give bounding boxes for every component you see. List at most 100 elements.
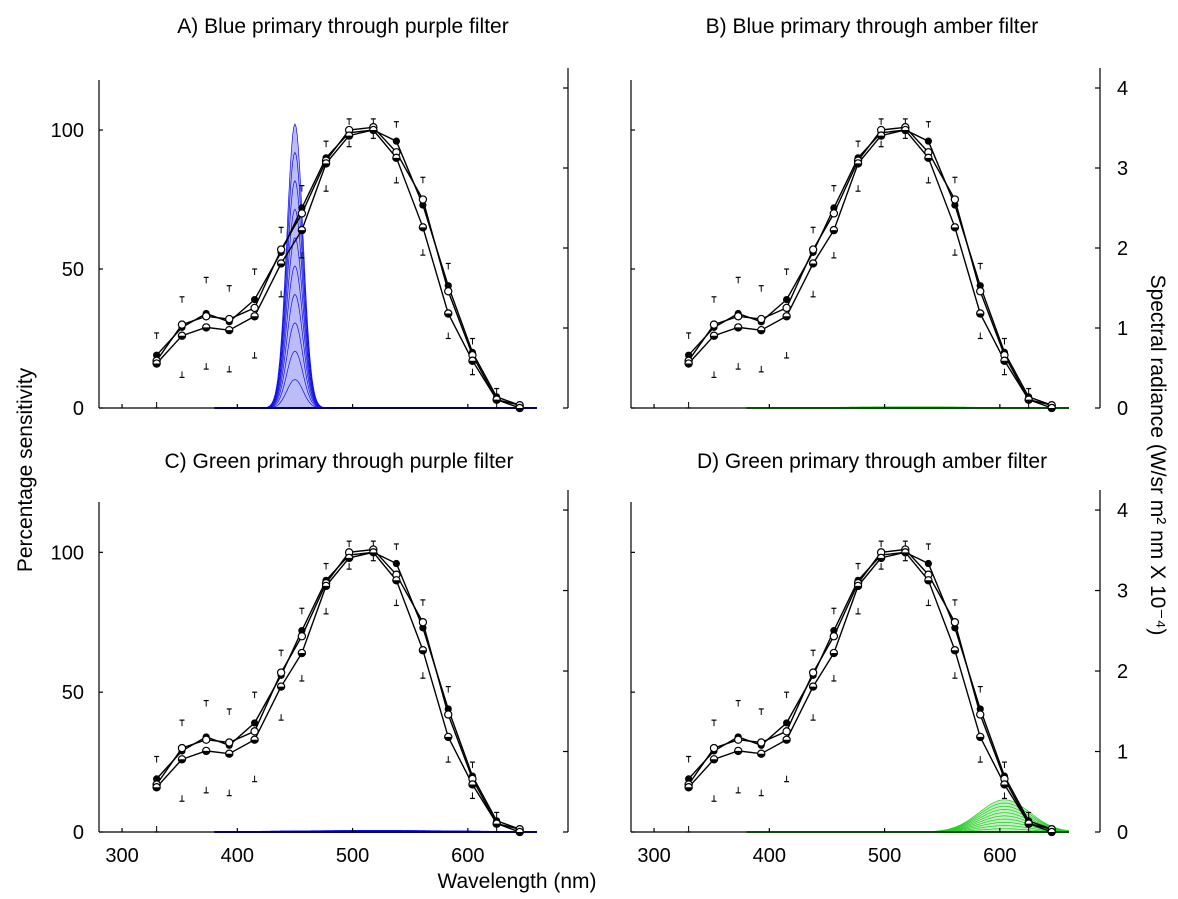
data-point-half [1000,360,1009,365]
data-point-half [710,335,718,340]
data-point-half [468,784,477,789]
data-point [808,668,818,677]
data-point-half [493,399,501,404]
data-point-half [468,360,477,365]
data-point [276,245,286,254]
data-point-half [1000,784,1009,789]
x-tick-label: 300 [105,845,138,867]
series-line [156,129,520,406]
data-point [444,287,453,296]
series-line [156,548,520,830]
y2-tick-label: 4 [1117,500,1128,522]
data-point-half [901,130,909,134]
data-point-half [516,832,524,836]
data-point [201,312,211,321]
data-point-half [225,330,233,334]
data-point [808,245,818,254]
data-point-half [392,157,400,162]
data-point-half [976,313,984,318]
spectrum-contour [214,123,537,409]
series-line [688,548,1052,830]
data-point-half [951,650,959,654]
data-point-half [493,823,501,828]
data-point-half [1025,823,1033,828]
data-point-half [202,327,210,331]
y2-tick-label: 3 [1117,581,1128,603]
data-point-half [298,653,306,657]
data-point [177,320,187,329]
series-line [688,129,1052,406]
data-point-half [419,227,427,231]
data-point [924,559,932,568]
data-point-half [854,163,862,167]
data-point [950,195,960,204]
y2-tick-label: 0 [1117,398,1128,420]
series-line [688,551,1052,833]
data-point [250,303,259,313]
data-point-half [178,759,186,763]
series-line [156,551,520,830]
x-tick-label: 400 [221,845,254,867]
data-point-half [153,363,161,368]
data-point [757,314,766,324]
data-point-half [830,653,838,657]
data-point [392,559,400,568]
data-point [297,209,307,218]
data-point-half [1025,399,1033,404]
data-point-half [516,408,524,412]
data-point [276,668,286,677]
data-point [829,209,839,218]
data-point [251,295,259,304]
data-point-half [444,313,452,318]
data-point [297,632,307,641]
data-point-half [369,552,377,556]
data-point-half [734,750,742,755]
data-point [976,287,985,296]
data-point-half [951,227,959,231]
data-point-half [322,163,330,167]
panel-title: C) Green primary through purple filter [165,450,514,473]
data-point-half [369,130,377,134]
spectrum-contour [214,350,537,409]
panel-title: A) Blue primary through purple filter [177,15,508,38]
spectrum-contour [214,151,537,409]
data-point-half [757,330,765,334]
data-point-half [734,327,742,331]
y-axis-label: Percentage sensitivity [14,367,37,572]
data-point [177,743,187,753]
panel-b: B) Blue primary through amber filter 0 1 2… [630,15,1128,420]
data-point-half [444,736,452,741]
y2-tick-label: 2 [1117,661,1128,683]
data-point [709,320,719,329]
data-point [757,738,766,747]
data-point [250,727,259,736]
data-point-half [924,157,932,162]
spectrum-area [214,124,538,408]
data-point-half [1048,832,1056,836]
x-axis-label: Wavelength (nm) [437,870,596,893]
data-point-half [1048,408,1056,412]
data-point-half [345,135,353,140]
panel-title: B) Blue primary through amber filter [706,15,1039,38]
y-tick-label: 100 [51,542,84,564]
spectrum-contour [214,208,537,409]
x-tick-label: 600 [451,845,484,867]
panel-title: D) Green primary through amber filter [697,450,1047,473]
data-point-half [277,263,285,268]
data-point [782,727,791,736]
y2-tick-label: 1 [1117,318,1128,340]
x-tick-label: 500 [868,845,901,867]
data-point [709,743,719,753]
data-point-half [710,759,718,763]
data-point-half [924,580,932,584]
data-point-half [251,739,259,744]
series-line [156,126,520,406]
data-point-half [298,230,306,234]
data-point-half [877,135,885,140]
data-point [783,295,791,304]
y2-tick-label: 2 [1117,238,1128,260]
x-tick-label: 400 [753,845,786,867]
data-point-half [322,585,330,590]
y-tick-label: 0 [73,398,84,420]
